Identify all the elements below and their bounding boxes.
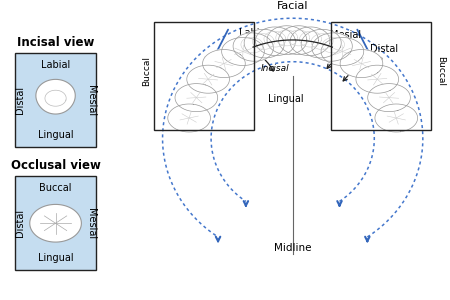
Polygon shape: [30, 204, 81, 242]
Polygon shape: [175, 84, 218, 112]
Bar: [15, 176, 96, 270]
Text: Facial: Facial: [277, 1, 308, 11]
Text: Distal: Distal: [370, 44, 398, 55]
Bar: [331, 22, 431, 130]
Polygon shape: [168, 104, 211, 132]
Polygon shape: [321, 38, 364, 65]
Polygon shape: [312, 33, 352, 61]
Polygon shape: [368, 84, 410, 112]
Text: Incisal view: Incisal view: [17, 36, 94, 49]
Polygon shape: [202, 50, 245, 78]
Text: Distal: Distal: [15, 86, 26, 114]
Text: Midline: Midline: [274, 243, 311, 253]
Text: Lingual: Lingual: [38, 130, 73, 140]
Polygon shape: [340, 50, 383, 78]
Polygon shape: [187, 65, 230, 93]
Text: Lingual: Lingual: [38, 253, 73, 263]
Text: Mesial: Mesial: [86, 85, 96, 116]
Polygon shape: [36, 80, 75, 114]
Polygon shape: [279, 26, 318, 55]
Text: Distal: Distal: [15, 209, 26, 237]
Polygon shape: [301, 29, 341, 58]
Text: Labial: Labial: [41, 60, 70, 70]
Bar: [15, 53, 96, 147]
Text: Incisal: Incisal: [261, 64, 289, 73]
Text: Mesial: Mesial: [86, 208, 96, 239]
Polygon shape: [356, 65, 399, 93]
Text: Buccal: Buccal: [436, 56, 446, 86]
Text: Occlusal: Occlusal: [371, 54, 387, 93]
Polygon shape: [267, 26, 307, 55]
Text: Labial: Labial: [239, 28, 269, 38]
Text: Mesial: Mesial: [330, 30, 361, 40]
Text: Occlusal view: Occlusal view: [11, 159, 100, 172]
Polygon shape: [244, 29, 284, 58]
Text: Buccal: Buccal: [39, 183, 72, 194]
Polygon shape: [233, 33, 274, 61]
Polygon shape: [290, 27, 330, 56]
Bar: [154, 22, 254, 130]
Text: Buccal: Buccal: [142, 56, 151, 86]
Polygon shape: [256, 27, 295, 56]
Text: Occlusal: Occlusal: [198, 54, 214, 93]
Polygon shape: [375, 104, 418, 132]
Text: Lingual: Lingual: [268, 94, 304, 103]
Polygon shape: [222, 38, 264, 65]
